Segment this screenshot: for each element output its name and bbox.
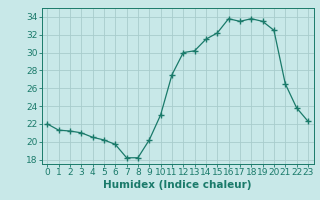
X-axis label: Humidex (Indice chaleur): Humidex (Indice chaleur) <box>103 180 252 190</box>
